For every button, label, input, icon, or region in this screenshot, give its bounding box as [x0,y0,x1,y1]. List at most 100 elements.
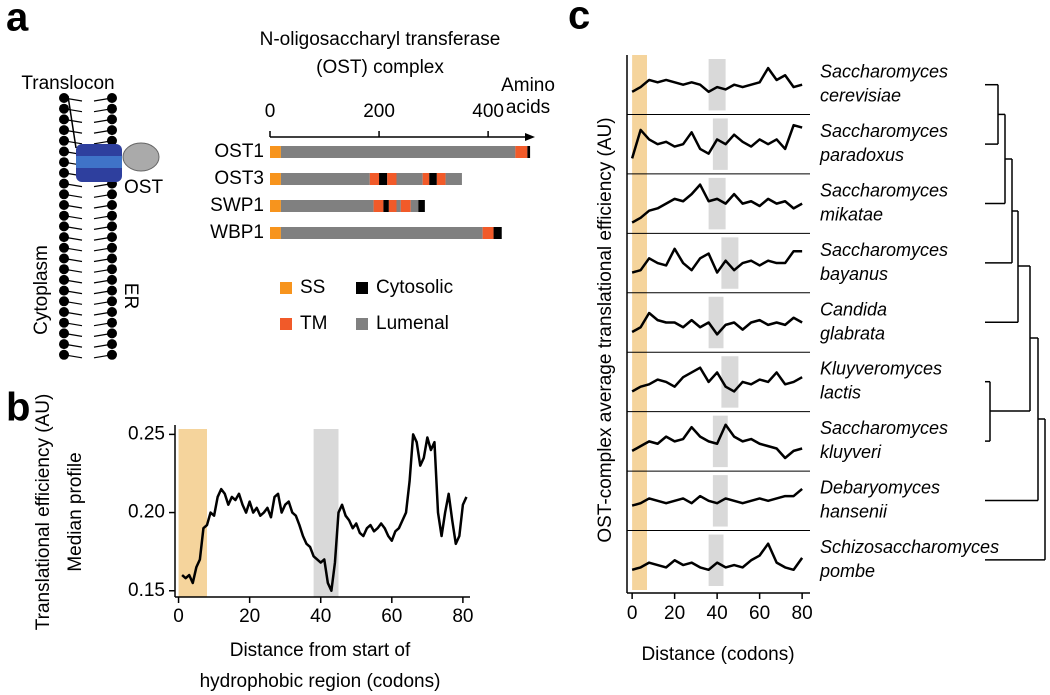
x-tick-label: 200 [363,101,395,122]
x-axis-label: hydrophobic region (codons) [200,671,441,692]
domain-segment [270,200,281,212]
x-tick-label: 0 [265,101,276,122]
domain-segment [270,173,281,185]
domain-segment [493,227,502,239]
species-name: cerevisiae [820,85,901,105]
highlight [632,173,647,234]
lipid-head [59,189,69,200]
x-tick-label: 20 [239,606,260,627]
x-tick-label: 80 [792,603,813,624]
category-label: SWP1 [210,195,264,216]
x-tick-label: 60 [381,606,402,627]
lipid-head [59,232,69,243]
lipid-head [107,189,117,200]
x-axis-label: Amino [501,75,555,96]
lipid-head [107,285,117,296]
line-series [630,123,803,159]
lipid-head [59,114,69,125]
domain-segment [482,227,494,239]
lipid-head [59,125,69,136]
lipid-head [107,349,117,360]
membrane-diagram [59,93,117,360]
lipid-head [59,242,69,253]
highlight [632,530,647,590]
species-genus: Saccharomyces [820,418,948,438]
species-genus: Saccharomyces [820,240,948,260]
lipid-head [107,296,117,307]
highlight [632,352,647,412]
domain-segment [387,173,397,185]
lipid-head [59,274,69,285]
ost-icon [122,142,160,172]
species-genus: Saccharomyces [820,61,948,81]
lipid-head [59,135,69,146]
y-tick-label: 0.15 [128,580,165,601]
lipid-head [59,317,69,328]
highlight [178,429,207,597]
lipid-head [107,339,117,350]
species-genus: Kluyveromyces [820,359,942,379]
legend-swatch [356,282,368,294]
line-series [631,423,803,460]
legend-swatch [356,318,368,330]
species-genus: Debaryomyces [820,478,940,498]
lipid-head [107,135,117,146]
lipid-head [59,146,69,157]
translocon-band [76,156,122,168]
highlight [721,237,739,289]
panel-label: b [6,386,30,430]
lipid-head [59,285,69,296]
domain-segment [429,173,437,185]
domain-segment [396,200,401,212]
lipid-head [107,114,117,125]
lipid-head [107,103,117,114]
lipid-head [107,232,117,243]
x-tick-label: 400 [472,101,504,122]
y-axis-label: OST-complex average translational effici… [595,117,616,542]
species-name: kluyveri [820,442,882,462]
lipid-head [59,157,69,168]
x-tick-label: 0 [627,603,638,624]
legend-swatch [280,318,292,330]
lipid-head [59,178,69,189]
dendrogram [985,83,1046,561]
species-genus: Schizosaccharomyces [820,537,999,557]
domain-segment [422,173,430,185]
diagram-label: Translocon [21,73,114,94]
y-axis-label: Translational efficiency (AU) [33,394,54,631]
lipid-head [59,339,69,350]
species-genus: Saccharomyces [820,180,948,200]
lipid-head [107,200,117,210]
x-tick-label: 0 [173,606,184,627]
lipid-head [107,125,117,136]
domain-segment [369,173,380,185]
legend-swatch [280,282,292,294]
domain-segment [270,146,281,158]
highlight [632,471,647,531]
x-axis-label: acids [506,97,550,118]
domain-segment [270,227,281,239]
line-series [631,247,803,274]
lipid-head [107,253,117,264]
lipid-head [107,307,117,317]
x-tick-label: 40 [707,603,728,624]
species-name: lactis [820,383,861,403]
highlight [708,59,726,111]
panel-label: c [568,0,590,38]
lipid-head [59,296,69,307]
lipid-head [59,349,69,360]
legend-label: Lumenal [376,313,449,334]
lipid-head [59,103,69,114]
line-series [631,183,803,224]
category-label: OST1 [214,141,264,162]
x-tick-label: 20 [664,603,685,624]
diagram-label: Cytoplasm [31,245,52,335]
lipid-head [107,242,117,253]
domain-segment [418,200,425,212]
lipid-head [59,210,69,221]
pointer [67,95,77,149]
lipid-head [59,253,69,264]
domain-segment [400,200,411,212]
lipid-head [59,328,69,339]
species-name: pombe [819,561,875,581]
